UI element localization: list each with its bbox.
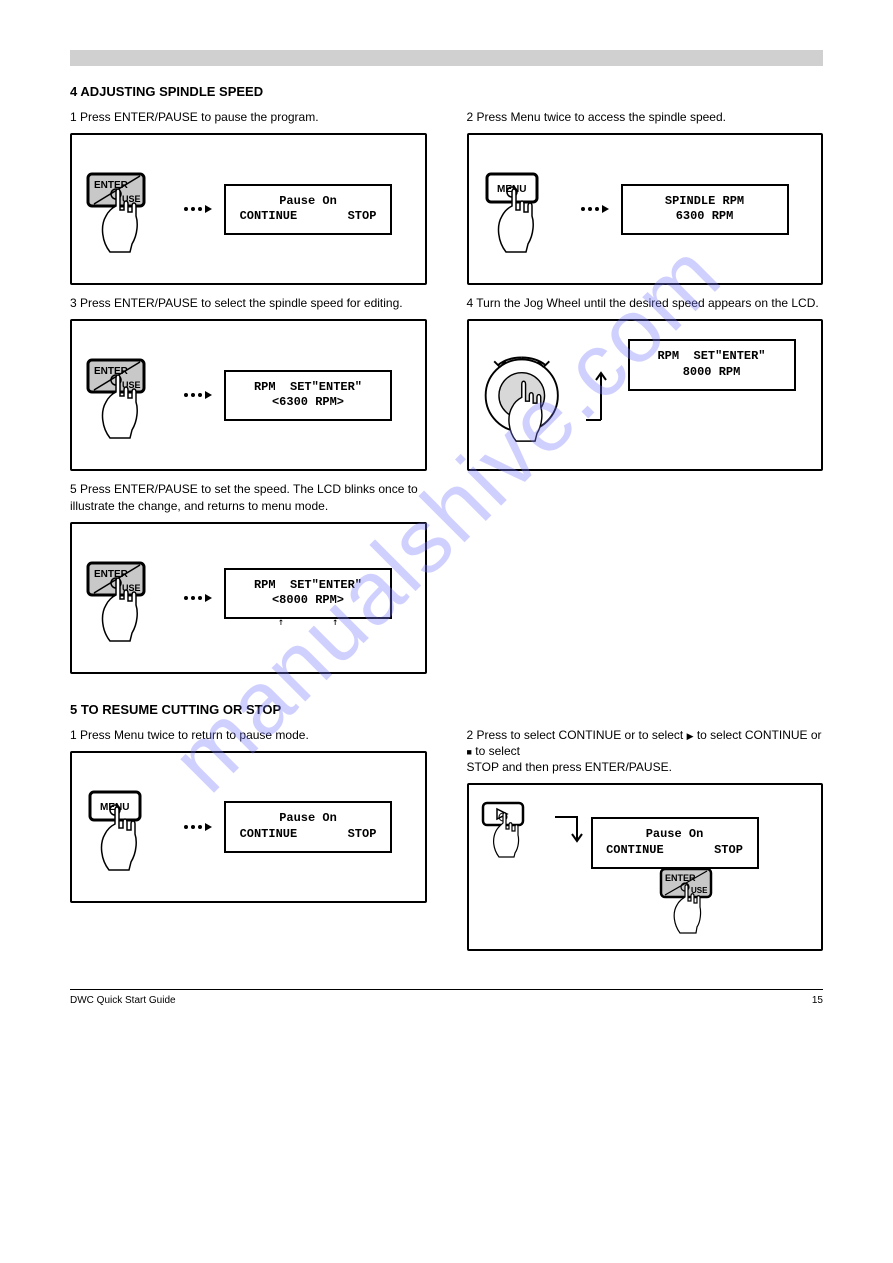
footer-page-number: 15 bbox=[812, 995, 823, 1006]
step-4-text: 4 Turn the Jog Wheel until the desired s… bbox=[467, 295, 824, 311]
play-button-press-icon bbox=[479, 799, 549, 859]
lcd-display: SPINDLE RPM 6300 RPM bbox=[621, 184, 789, 235]
stop-icon-inline: ■ bbox=[467, 747, 472, 757]
lcd-display: Pause On CONTINUE STOP bbox=[591, 817, 759, 868]
step-2-text: 2 Press Menu twice to access the spindle… bbox=[467, 109, 824, 125]
dots-icon bbox=[184, 391, 212, 399]
step-s2-2-text: 2 Press to select CONTINUE or to select … bbox=[467, 727, 824, 776]
panel-1: ENTER USE Pause On CONTINUE STOP bbox=[70, 133, 427, 285]
panel-s2-2: Pause On CONTINUE STOP ENTER USE bbox=[467, 783, 824, 950]
step-s2-2a: 2 Press to select CONTINUE or to select bbox=[467, 728, 684, 742]
menu-button-press-icon: MENU bbox=[82, 782, 172, 872]
header-bar bbox=[70, 50, 823, 66]
section-1-heading: 4 ADJUSTING SPINDLE SPEED bbox=[70, 84, 823, 99]
play-icon-inline: ▶ bbox=[687, 731, 694, 741]
arrow-up-icon bbox=[586, 365, 616, 425]
svg-text:ENTER: ENTER bbox=[94, 180, 129, 191]
dots-icon bbox=[184, 823, 212, 831]
panel-2: MENU SPINDLE RPM 6300 RPM bbox=[467, 133, 824, 285]
footer-left: DWC Quick Start Guide bbox=[70, 995, 176, 1006]
dots-icon bbox=[184, 594, 212, 602]
step-5-text: 5 Press ENTER/PAUSE to set the speed. Th… bbox=[70, 481, 427, 513]
arrow-right-down-icon bbox=[555, 809, 585, 849]
panel-5: ENTER USE RPM SET"ENTER" <8000 RPM> ↑ ↑ bbox=[70, 522, 427, 674]
svg-text:ENTER: ENTER bbox=[94, 366, 129, 377]
section-1-right-col: 2 Press Menu twice to access the spindle… bbox=[467, 105, 824, 684]
section-2-heading: 5 TO RESUME CUTTING OR STOP bbox=[70, 702, 823, 717]
enter-pause-button-press-icon: ENTER USE bbox=[82, 553, 172, 643]
svg-text:ENTER: ENTER bbox=[94, 569, 129, 580]
lcd-display: Pause On CONTINUE STOP bbox=[224, 801, 392, 852]
menu-button-press-icon: MENU bbox=[479, 164, 569, 254]
lcd-display: RPM SET"ENTER" 8000 RPM bbox=[628, 339, 796, 390]
step-s2-2b: STOP and then press ENTER/PAUSE. bbox=[467, 760, 672, 774]
panel-4: RPM SET"ENTER" 8000 RPM bbox=[467, 319, 824, 471]
jog-wheel-icon bbox=[479, 348, 574, 443]
panel-3: ENTER USE RPM SET"ENTER" <6300 RPM> bbox=[70, 319, 427, 471]
page-container: manualshive.com 4 ADJUSTING SPINDLE SPEE… bbox=[0, 0, 893, 1036]
lcd-display: RPM SET"ENTER" <6300 RPM> bbox=[224, 370, 392, 421]
lcd-display: Pause On CONTINUE STOP bbox=[224, 184, 392, 235]
section-2-columns: 1 Press Menu twice to return to pause mo… bbox=[70, 723, 823, 961]
section-1-left-col: 1 Press ENTER/PAUSE to pause the program… bbox=[70, 105, 427, 684]
enter-pause-button-press-icon: ENTER USE bbox=[655, 865, 735, 935]
svg-text:ENTER: ENTER bbox=[665, 873, 696, 883]
step-s2-1-text: 1 Press Menu twice to return to pause mo… bbox=[70, 727, 427, 743]
page-footer: DWC Quick Start Guide 15 bbox=[70, 989, 823, 1006]
dots-icon bbox=[581, 205, 609, 213]
step-1-text: 1 Press ENTER/PAUSE to pause the program… bbox=[70, 109, 427, 125]
dots-icon bbox=[184, 205, 212, 213]
enter-pause-button-press-icon: ENTER USE bbox=[82, 164, 172, 254]
section-2-right-col: 2 Press to select CONTINUE or to select … bbox=[467, 723, 824, 961]
panel-s2-1: MENU Pause On CONTINUE STOP bbox=[70, 751, 427, 903]
section-1-columns: 1 Press ENTER/PAUSE to pause the program… bbox=[70, 105, 823, 684]
section-2-left-col: 1 Press Menu twice to return to pause mo… bbox=[70, 723, 427, 961]
lcd-display: RPM SET"ENTER" <8000 RPM> bbox=[224, 568, 392, 619]
step-3-text: 3 Press ENTER/PAUSE to select the spindl… bbox=[70, 295, 427, 311]
enter-pause-button-press-icon: ENTER USE bbox=[82, 350, 172, 440]
blink-arrows-icon: ↑ ↑ bbox=[224, 617, 392, 628]
